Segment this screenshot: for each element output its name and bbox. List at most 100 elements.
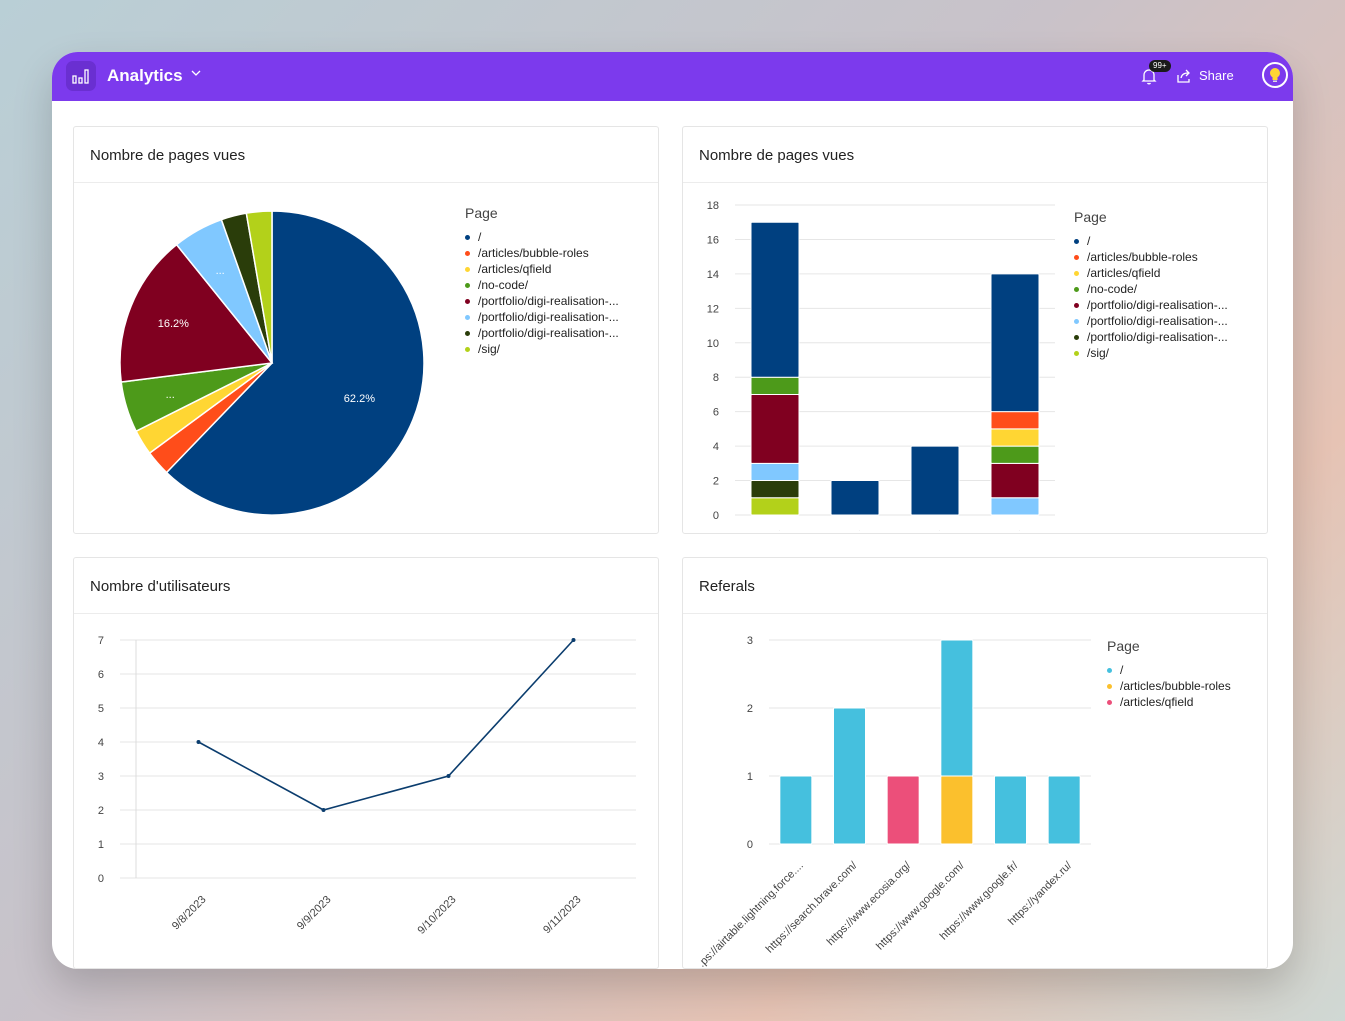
bar-segment[interactable] [910, 445, 960, 516]
x-tick-label: 9/10/2023 [904, 529, 947, 531]
bar-segment[interactable] [990, 273, 1040, 413]
referals-legend-item[interactable]: /articles/bubble-roles [1107, 678, 1231, 694]
bar-legend-item[interactable]: /portfolio/digi-realisation-... [1074, 329, 1228, 345]
bar-segment[interactable] [994, 775, 1027, 845]
bar-segment[interactable] [886, 775, 920, 845]
legend-swatch [1107, 667, 1112, 673]
bar-segment[interactable] [833, 707, 866, 845]
card-divider [74, 613, 658, 614]
y-tick-label: 0 [98, 873, 104, 885]
app-title[interactable]: Analytics [107, 66, 183, 85]
bar-segment[interactable] [750, 462, 800, 482]
bar-legend-item[interactable]: /portfolio/digi-realisation-... [1074, 297, 1228, 313]
bar-legend-item[interactable]: /sig/ [1074, 345, 1228, 361]
x-tick-label: https://search.brave.com/ [764, 859, 860, 955]
referals-bar-chart: 0123.ps://airtable.lightning.force....ht… [696, 635, 1091, 968]
pie-chart: 62.2%... 16.2%... [119, 210, 425, 516]
line-series[interactable] [198, 639, 575, 811]
line-point[interactable] [196, 740, 201, 744]
bar-segment[interactable] [830, 480, 880, 516]
bar-segment[interactable] [990, 445, 1040, 464]
pie-legend-item[interactable]: /portfolio/digi-realisation-... [465, 293, 619, 309]
legend-swatch [1107, 699, 1112, 705]
legend-label: /sig/ [478, 342, 501, 356]
y-tick-label: 3 [747, 635, 753, 647]
legend-label: /portfolio/digi-realisation-... [1087, 298, 1228, 312]
legend-swatch [1074, 286, 1079, 292]
bar-segment[interactable] [750, 221, 800, 378]
pie-legend-item[interactable]: /no-code/ [465, 277, 619, 293]
bar-legend-item[interactable]: /articles/bubble-roles [1074, 249, 1228, 265]
bar-segment[interactable] [940, 775, 974, 845]
line-chart: 0 1 2 3 4 5 6 7 9/8/2023 9/9/2023 9/10/2023 9/11/20… [98, 635, 636, 937]
pie-legend-item[interactable]: / [465, 229, 619, 245]
bar-legend: Page / /articles/bubble-roles/articles/qf… [1074, 209, 1228, 361]
referals-legend: Page / /articles/bubble-roles/articles/qf… [1107, 638, 1231, 710]
bar-legend-item[interactable]: / [1074, 233, 1228, 249]
bar-segment[interactable] [750, 480, 800, 499]
line-point[interactable] [321, 808, 326, 812]
y-tick-label: 4 [713, 441, 719, 453]
pie-legend-item[interactable]: /articles/qfield [465, 261, 619, 277]
legend-swatch [1074, 318, 1079, 324]
bar-segment[interactable] [779, 775, 813, 845]
bar-segment[interactable] [990, 462, 1040, 499]
bar-segment[interactable] [1047, 775, 1081, 845]
legend-label: /portfolio/digi-realisation-... [1087, 330, 1228, 344]
legend-label: /articles/qfield [1087, 266, 1161, 280]
bar-legend-item[interactable]: /portfolio/digi-realisation-... [1074, 313, 1228, 329]
stacked-bar-chart-card: Nombre de pages vues 0 2 4 6 8 10 12 14 16 18 9/8/… [682, 126, 1268, 534]
legend-swatch [465, 250, 470, 256]
bar-segment[interactable] [990, 428, 1040, 447]
line-point[interactable] [571, 638, 576, 642]
legend-label: /portfolio/digi-realisation-... [478, 310, 619, 324]
x-tick-label: 9/9/2023 [295, 894, 334, 933]
y-tick-label: 12 [707, 303, 719, 315]
line-card-title: Nombre d'utilisateurs [90, 578, 231, 595]
bar-legend-item[interactable]: /no-code/ [1074, 281, 1228, 297]
pie-legend-item[interactable]: /portfolio/digi-realisation-... [465, 325, 619, 341]
referals-legend-item[interactable]: / [1107, 662, 1231, 678]
user-avatar[interactable] [1262, 62, 1288, 88]
legend-label: /no-code/ [1087, 282, 1138, 296]
y-tick-label: 0 [713, 510, 719, 522]
legend-swatch [465, 314, 470, 320]
legend-label: /articles/bubble-roles [478, 246, 589, 260]
y-tick-label: 14 [707, 269, 719, 281]
bar-legend-item[interactable]: /articles/qfield [1074, 265, 1228, 281]
chevron-down-icon[interactable] [190, 67, 202, 79]
pie-legend-item[interactable]: /portfolio/digi-realisation-... [465, 309, 619, 325]
line-point[interactable] [446, 774, 451, 778]
pie-slice-label: ... [166, 389, 175, 401]
y-tick-label: 2 [98, 805, 104, 817]
pie-slice[interactable] [119, 243, 274, 383]
pie-legend-item[interactable]: /articles/bubble-roles [465, 245, 619, 261]
legend-label: / [1120, 663, 1124, 677]
y-tick-label: 18 [707, 200, 719, 212]
bar-segment[interactable] [750, 393, 800, 464]
share-icon[interactable] [1176, 68, 1192, 84]
referals-legend-title: Page [1107, 638, 1140, 654]
referals-legend-item[interactable]: /articles/qfield [1107, 694, 1231, 710]
bar-segment[interactable] [940, 639, 974, 777]
x-tick-label: https://www.google.com/ [874, 859, 967, 952]
y-tick-label: 4 [98, 737, 104, 749]
bar-segment[interactable] [750, 497, 800, 516]
x-tick-label: 9/11/2023 [541, 894, 584, 937]
pie-slice[interactable] [245, 210, 273, 364]
y-tick-label: 1 [747, 771, 753, 783]
pie-legend-title: Page [465, 205, 498, 221]
pie-slice[interactable] [165, 210, 425, 516]
share-button[interactable]: Share [1199, 68, 1234, 83]
bar-segment[interactable] [990, 497, 1040, 516]
y-tick-label: 6 [98, 669, 104, 681]
top-bar: Analytics 99+ Share [52, 52, 1293, 101]
card-divider [683, 613, 1267, 614]
legend-swatch [465, 330, 470, 336]
bar-segment[interactable] [990, 411, 1040, 430]
analytics-app-icon[interactable] [66, 61, 96, 91]
bar-segment[interactable] [750, 376, 800, 395]
x-tick-label: 9/10/2023 [416, 894, 459, 937]
legend-label: /portfolio/digi-realisation-... [478, 326, 619, 340]
pie-legend-item[interactable]: /sig/ [465, 341, 619, 357]
